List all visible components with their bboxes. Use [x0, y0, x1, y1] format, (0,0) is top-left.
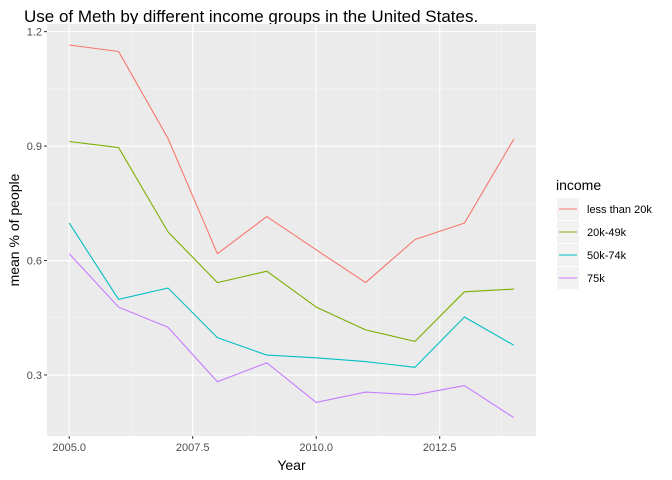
legend-title: income — [556, 177, 601, 193]
series-line-50k-74k — [68, 222, 515, 368]
series-lines — [68, 44, 515, 419]
y-tick-label: 1.2 — [27, 27, 42, 39]
x-tick-label: 2010.0 — [299, 442, 333, 454]
major-gridlines — [47, 24, 536, 436]
y-tick-label: 0.9 — [27, 141, 42, 153]
plot-panel — [47, 24, 536, 436]
y-axis-title: mean % of people — [6, 173, 22, 286]
legend-label-75k: 75k — [587, 273, 605, 285]
legend-label-50k-74k: 50k-74k — [587, 250, 627, 262]
series-line-20k-49k — [69, 140, 514, 342]
x-axis: 2005.0 2007.5 2010.0 2012.5 — [52, 436, 457, 454]
minor-gridlines — [47, 24, 536, 436]
x-tick-label: 2007.5 — [176, 442, 210, 454]
series-line-75k — [68, 253, 515, 419]
y-tick-label: 0.3 — [27, 370, 42, 382]
legend-label-20k-49k: 20k-49k — [587, 227, 627, 239]
x-tick-label: 2005.0 — [52, 442, 86, 454]
legend-label-less-than-20k: less than 20k — [587, 204, 652, 216]
x-axis-title: Year — [277, 457, 306, 473]
y-axis: 0.3 0.6 0.9 1.2 — [27, 27, 47, 382]
legend: income less than 20k 20k-49k 50k-74k 75k — [556, 177, 652, 289]
series-line-less-than-20k — [69, 44, 515, 284]
y-tick-label: 0.6 — [27, 256, 42, 268]
x-tick-label: 2012.5 — [423, 442, 457, 454]
chart-title: Use of Meth by different income groups i… — [24, 7, 478, 26]
